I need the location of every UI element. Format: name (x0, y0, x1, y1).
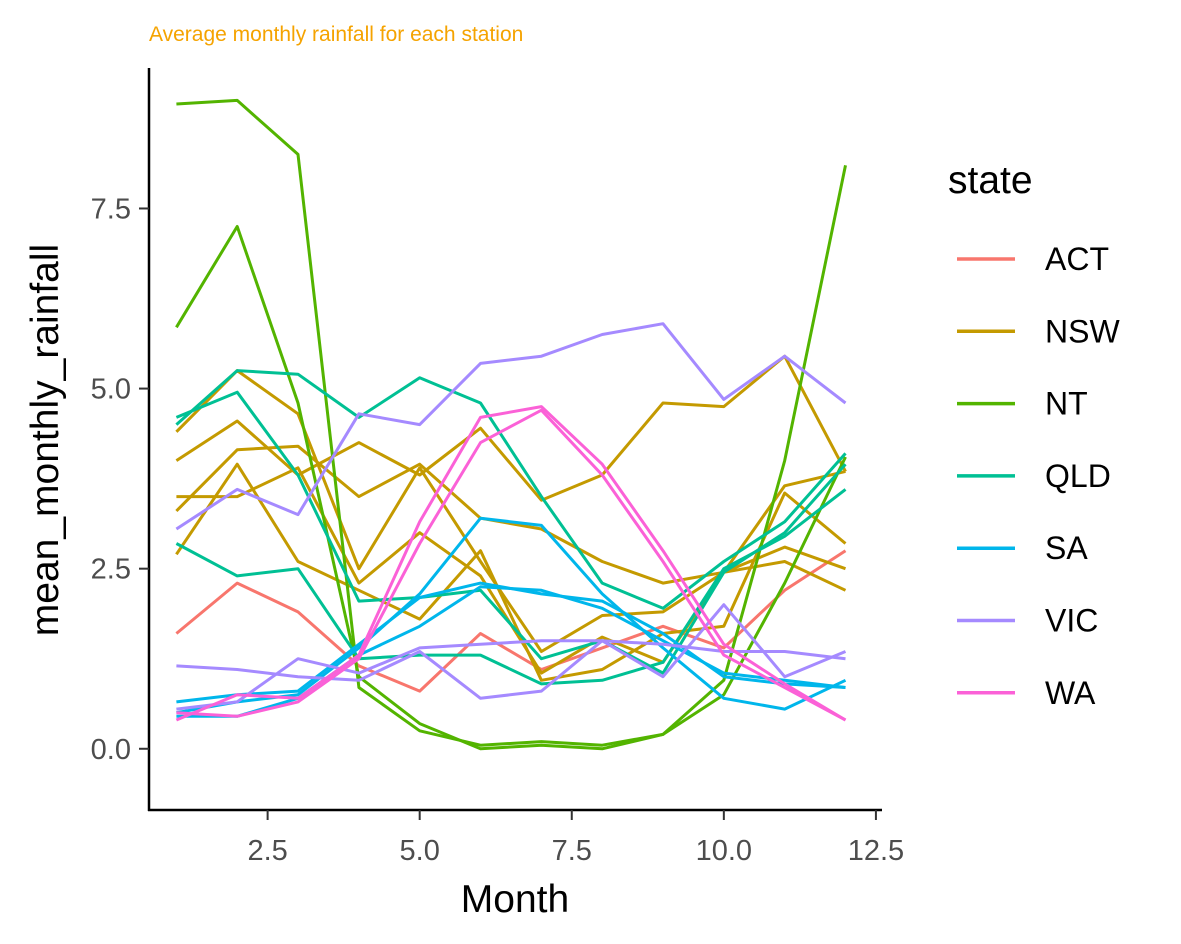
y-tick-label: 7.5 (91, 193, 131, 225)
x-tick-label: 10.0 (696, 835, 752, 867)
legend-entries: ACT NSW NT QLD SA VIC WA (957, 241, 1120, 711)
x-axis-ticks: 2.5 5.0 7.5 10.0 12.5 (247, 810, 904, 867)
series-line-vic-16 (176, 603, 847, 700)
series-line-qld-9 (175, 369, 847, 610)
legend-item-nsw: NSW (957, 313, 1120, 349)
y-tick-label: 2.5 (91, 554, 131, 586)
x-tick-label: 5.0 (400, 835, 440, 867)
plot-lines (175, 98, 847, 751)
series-line-nsw-4 (175, 444, 847, 585)
series-line-qld-10 (175, 390, 847, 675)
series-line-wa-18 (175, 405, 847, 722)
legend-item-wa: WA (957, 675, 1096, 711)
legend-item-qld: QLD (957, 458, 1111, 494)
y-axis-title: mean_monthly_rainfall (24, 244, 67, 636)
legend-label: SA (1045, 530, 1088, 566)
legend-label: ACT (1045, 241, 1109, 277)
y-tick-label: 0.0 (91, 734, 131, 766)
legend-label: NSW (1045, 313, 1120, 349)
series-line-qld-11 (175, 488, 847, 686)
x-axis-title: Month (461, 878, 569, 921)
legend: state ACT NSW NT QLD SA VIC WA (948, 159, 1120, 711)
legend-label: QLD (1045, 458, 1111, 494)
series-line-sa-12 (176, 516, 847, 715)
legend-title: state (948, 159, 1033, 202)
series-line-nsw-2 (175, 369, 846, 653)
series-line-wa-19 (176, 408, 847, 722)
x-tick-label: 2.5 (247, 835, 287, 867)
x-tick-label: 7.5 (552, 835, 592, 867)
series-line-nt-7 (176, 98, 847, 747)
x-tick-label: 12.5 (848, 835, 904, 867)
legend-item-sa: SA (957, 530, 1088, 566)
y-tick-label: 5.0 (91, 374, 131, 406)
legend-item-nt: NT (957, 386, 1088, 422)
legend-item-act: ACT (957, 241, 1109, 277)
series-line-sa-14 (176, 585, 846, 718)
legend-label: VIC (1045, 603, 1098, 639)
legend-label: WA (1045, 675, 1096, 711)
legend-item-vic: VIC (957, 603, 1098, 639)
series-line-nsw-5 (175, 462, 847, 682)
chart-subtitle: Average monthly rainfall for each statio… (149, 23, 523, 46)
y-axis-ticks: 0.0 2.5 5.0 7.5 (91, 193, 149, 766)
series-line-vic-15 (175, 322, 847, 531)
legend-label: NT (1045, 386, 1088, 422)
series-line-nsw-3 (175, 354, 847, 502)
